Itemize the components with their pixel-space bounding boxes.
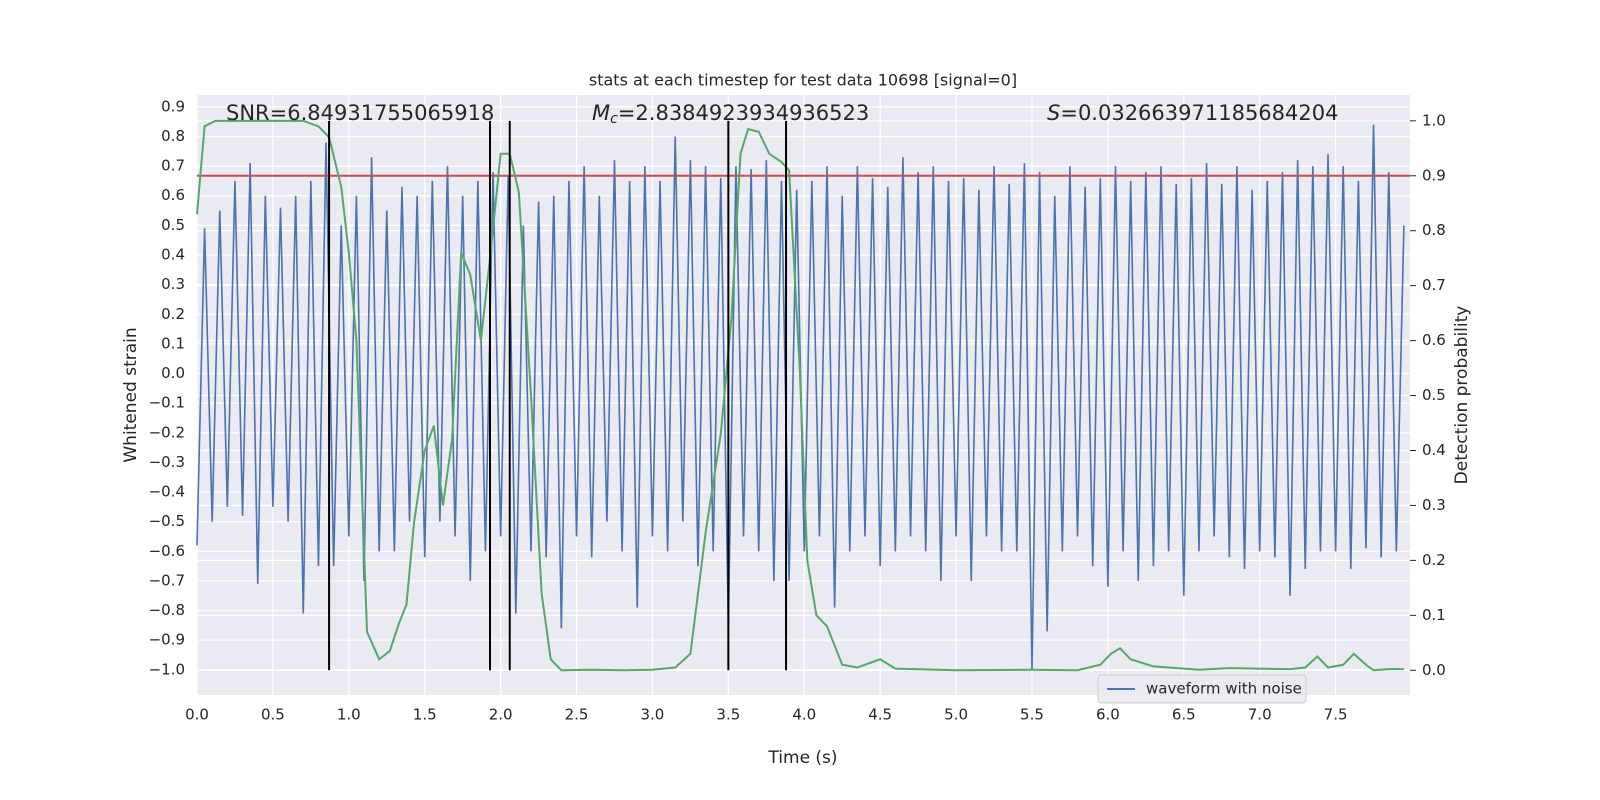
annotation-symbol: M: [592, 101, 610, 125]
y-tick-label: −0.9: [149, 631, 185, 649]
y-tick-label: 0.9: [161, 97, 185, 115]
y2-tick-label: 0.7: [1422, 276, 1446, 294]
x-tick-label: 2.5: [565, 706, 589, 724]
y-tick-label: −0.8: [149, 601, 185, 619]
annotation-text: =0.032663971185684204: [1060, 101, 1338, 125]
y2-tick-label: 0.5: [1422, 386, 1446, 404]
x-axis-label: Time (s): [767, 748, 837, 768]
y2-tick-label: 0.3: [1422, 496, 1446, 514]
x-tick-label: 1.0: [337, 706, 361, 724]
legend-label: waveform with noise: [1146, 680, 1302, 698]
annotation: Mc=2.8384923934936523: [592, 101, 869, 127]
annotation: SNR=6.84931755065918: [226, 101, 494, 125]
x-tick-label: 5.5: [1020, 706, 1044, 724]
x-tick-label: 6.0: [1096, 706, 1120, 724]
y-tick-label: 0.4: [161, 246, 185, 264]
y-tick-label: −1.0: [149, 660, 185, 678]
y-axis-label: Whitened strain: [121, 327, 141, 462]
y-tick-label: −0.7: [149, 571, 185, 589]
x-tick-label: 6.5: [1172, 706, 1196, 724]
y2-tick-label: 0.9: [1422, 166, 1446, 184]
probability-line: [196, 119, 1404, 672]
annotation-symbol: S: [1047, 101, 1060, 125]
y2-tick-label: 0.0: [1422, 661, 1446, 679]
y-tick-label: −0.4: [149, 483, 185, 501]
annotation-subscript: c: [610, 111, 618, 127]
y-tick-label: 0.2: [161, 305, 185, 323]
x-tick-label: 7.5: [1324, 706, 1348, 724]
y2-tick-label: 0.6: [1422, 331, 1446, 349]
x-tick-label: 1.5: [413, 706, 437, 724]
y-tick-label: 0.0: [161, 364, 185, 382]
x-tick-label: 4.5: [868, 706, 892, 724]
y2-tick-label: 0.4: [1422, 441, 1446, 459]
x-tick-label: 5.0: [944, 706, 968, 724]
y-tick-label: 0.3: [161, 275, 185, 293]
y-tick-label: 0.5: [161, 216, 185, 234]
y-tick-label: −0.1: [149, 394, 185, 412]
x-tick-label: 3.0: [641, 706, 665, 724]
annotation: S=0.032663971185684204: [1047, 101, 1338, 125]
x-tick-label: 0.0: [185, 706, 209, 724]
y-tick-label: 0.8: [161, 127, 185, 145]
annotation-text: =2.8384923934936523: [618, 101, 869, 125]
legend-box: [1097, 674, 1307, 704]
x-tick-label: 7.0: [1248, 706, 1272, 724]
y-tick-label: −0.3: [149, 453, 185, 471]
y2-tick-label: 0.1: [1422, 606, 1446, 624]
y2-axis-label: Detection probability: [1452, 306, 1472, 485]
chart-title: stats at each timestep for test data 106…: [589, 71, 1017, 90]
x-tick-label: 0.5: [261, 706, 285, 724]
y2-tick-label: 1.0: [1422, 111, 1446, 129]
x-tick-label: 3.5: [716, 706, 740, 724]
y2-tick-label: 0.2: [1422, 551, 1446, 569]
y-tick-label: −0.6: [149, 542, 185, 560]
x-tick-label: 2.0: [489, 706, 513, 724]
y-tick-label: 0.7: [161, 157, 185, 175]
y2-tick-label: 0.8: [1422, 221, 1446, 239]
annotation-text: SNR=6.84931755065918: [226, 101, 494, 125]
y-tick-label: 0.1: [161, 334, 185, 352]
x-tick-label: 4.0: [792, 706, 816, 724]
y-tick-label: 0.6: [161, 186, 185, 204]
y-tick-label: −0.5: [149, 512, 185, 530]
y-tick-label: −0.2: [149, 423, 185, 441]
